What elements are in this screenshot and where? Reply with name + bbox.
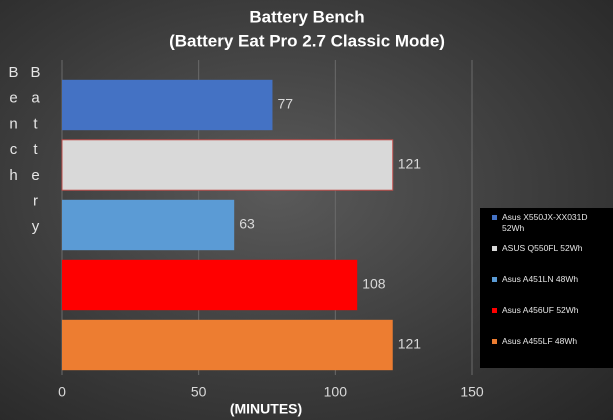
bar bbox=[62, 199, 235, 251]
bar bbox=[62, 319, 393, 371]
legend-label: ASUS Q550FL 52Wh bbox=[502, 243, 583, 253]
legend-item: Asus X550JX-XX031D 52Wh bbox=[492, 212, 609, 243]
legend-item: ASUS Q550FL 52Wh bbox=[492, 243, 609, 274]
data-label: 108 bbox=[362, 276, 386, 292]
legend-label: Asus A451LN 48Wh bbox=[502, 274, 579, 284]
legend-swatch bbox=[492, 277, 497, 282]
legend-item: Asus A451LN 48Wh bbox=[492, 274, 609, 305]
x-tick-label: 150 bbox=[460, 384, 484, 400]
legend-swatch bbox=[492, 308, 497, 313]
legend-label: Asus X550JX-XX031D 52Wh bbox=[502, 212, 588, 233]
bar bbox=[62, 259, 358, 311]
x-tick-label: 0 bbox=[58, 384, 66, 400]
data-label: 63 bbox=[239, 216, 255, 232]
legend-label: Asus A455LF 48Wh bbox=[502, 336, 578, 346]
chart-subtitle: (Battery Eat Pro 2.7 Classic Mode) bbox=[169, 31, 445, 50]
data-label: 121 bbox=[398, 156, 422, 172]
legend-swatch bbox=[492, 215, 497, 220]
legend: Asus X550JX-XX031D 52Wh ASUS Q550FL 52Wh A… bbox=[480, 208, 613, 368]
data-label: 77 bbox=[277, 96, 293, 112]
legend-label: Asus A456UF 52Wh bbox=[502, 305, 579, 315]
legend-item: Asus A456UF 52Wh bbox=[492, 305, 609, 336]
data-label: 121 bbox=[398, 336, 422, 352]
chart-title: Battery Bench bbox=[249, 7, 364, 26]
bar bbox=[61, 139, 394, 191]
legend-swatch bbox=[492, 339, 497, 344]
bar bbox=[62, 79, 273, 131]
x-tick-label: 50 bbox=[191, 384, 207, 400]
x-axis-label: (MINUTES) bbox=[230, 401, 302, 417]
legend-item: Asus A455LF 48Wh bbox=[492, 336, 609, 367]
legend-swatch bbox=[492, 246, 497, 251]
x-tick-label: 100 bbox=[324, 384, 348, 400]
y-axis-label: Battery Bench bbox=[5, 64, 44, 244]
